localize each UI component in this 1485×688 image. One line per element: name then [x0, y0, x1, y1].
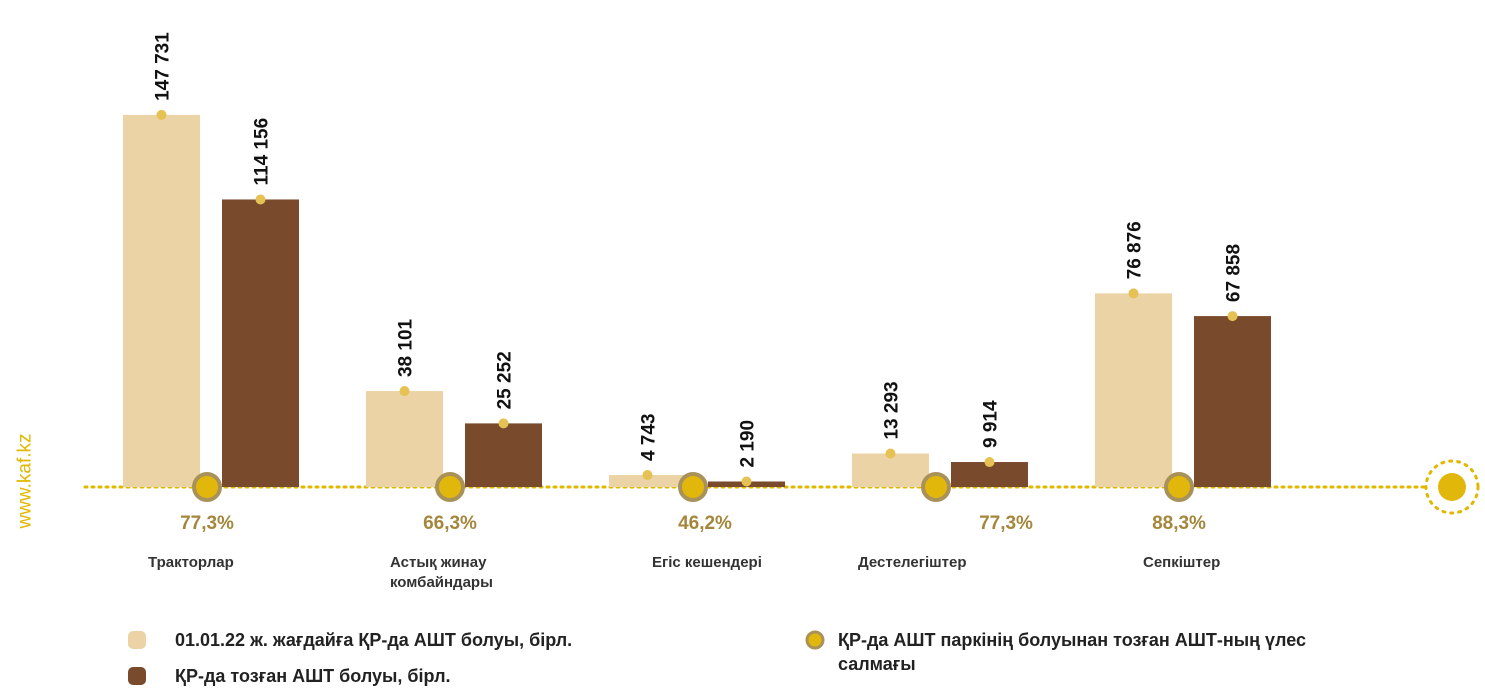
bar-dot — [1228, 311, 1238, 321]
value-label: 9 914 — [981, 400, 1002, 448]
page: 147 731 114 156 77,3% 38 101 25 252 66,3% 4 74… — [0, 0, 1485, 688]
share-marker — [923, 474, 949, 500]
share-label: 88,3% — [1152, 513, 1206, 534]
bar-dot — [985, 457, 995, 467]
share-marker — [194, 474, 220, 500]
bar-dot — [1129, 288, 1139, 298]
chart: 147 731 114 156 77,3% 38 101 25 252 66,3% 4 74… — [0, 0, 1485, 688]
category-label: Астық жинау комбайндары — [390, 553, 550, 593]
bar-dot — [256, 194, 266, 204]
legend-label: ҚР-да АШТ паркінің болуынан тозған АШТ-н… — [838, 628, 1318, 676]
value-label: 25 252 — [495, 351, 516, 409]
bar — [1095, 293, 1172, 487]
share-marker — [1166, 474, 1192, 500]
bar — [222, 199, 299, 487]
watermark: www.kaf.kz — [15, 433, 37, 528]
category-label: Дестелегіштер — [858, 553, 1028, 573]
legend-swatch — [128, 631, 146, 649]
legend-swatch — [807, 632, 823, 648]
bar-dot — [886, 449, 896, 459]
bar-dot — [742, 476, 752, 486]
value-label: 2 190 — [738, 420, 759, 468]
bar-dot — [157, 110, 167, 120]
value-label: 114 156 — [252, 118, 273, 186]
bar-dot — [400, 386, 410, 396]
share-marker — [437, 474, 463, 500]
share-label: 77,3% — [979, 513, 1033, 534]
bar — [465, 423, 542, 487]
legend-label: ҚР-да тозған АШТ болуы, бірл. — [175, 664, 795, 688]
share-label: 66,3% — [423, 513, 477, 534]
value-label: 76 876 — [1125, 221, 1146, 279]
value-label: 4 743 — [639, 414, 660, 462]
bar-dot — [643, 470, 653, 480]
value-label: 147 731 — [153, 32, 174, 101]
category-label: Тракторлар — [148, 553, 318, 573]
end-dot — [1438, 473, 1466, 501]
share-label: 77,3% — [180, 513, 234, 534]
share-marker — [680, 474, 706, 500]
category-label: Егіс кешендері — [652, 553, 772, 573]
bar-dot — [499, 418, 509, 428]
value-label: 67 858 — [1224, 244, 1245, 302]
share-label: 46,2% — [678, 513, 732, 534]
bar — [1194, 316, 1271, 487]
value-label: 38 101 — [396, 318, 417, 377]
legend-label: 01.01.22 ж. жағдайға ҚР-да АШТ болуы, бі… — [175, 628, 795, 652]
bar — [852, 454, 929, 487]
bar — [123, 115, 200, 487]
value-label: 13 293 — [882, 381, 903, 439]
legend-swatch — [128, 667, 146, 685]
bar — [366, 391, 443, 487]
category-label: Сепкіштер — [1143, 553, 1313, 573]
